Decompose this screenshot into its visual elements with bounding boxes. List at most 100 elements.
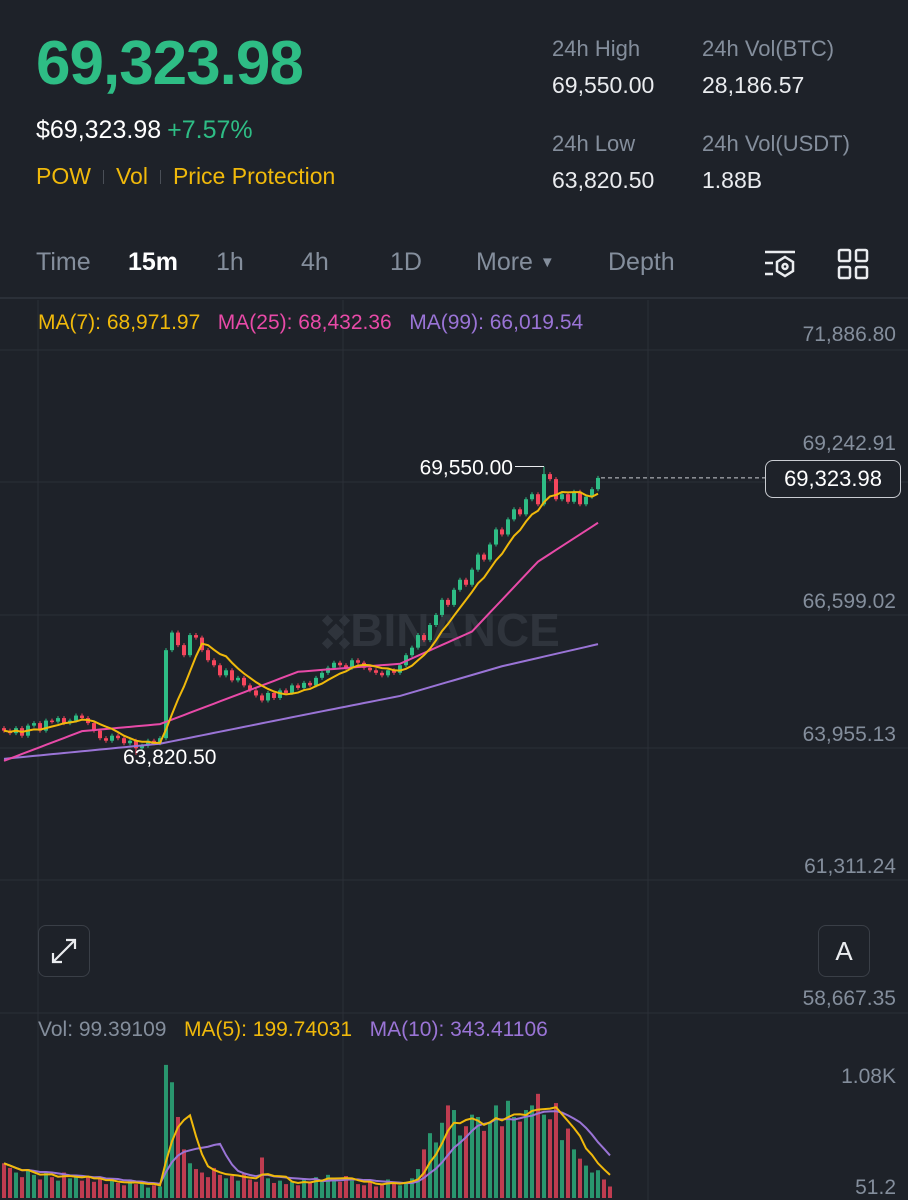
volume-bar (68, 1178, 72, 1198)
candle-body (248, 685, 252, 691)
volume-bar (242, 1173, 246, 1198)
candle-body (194, 635, 198, 638)
volume-bar (92, 1181, 96, 1198)
volume-bar (8, 1167, 12, 1198)
candle-body (122, 738, 126, 744)
candle-body (92, 723, 96, 731)
volume-bar (212, 1167, 216, 1198)
ma25-legend: MA(25): 68,432.36 (217, 311, 392, 334)
candle-body (218, 665, 222, 676)
candle-body (284, 690, 288, 693)
fullscreen-button[interactable] (38, 925, 90, 977)
volume-bar (224, 1178, 228, 1198)
volume-bar (428, 1133, 432, 1198)
volume-bar (74, 1174, 78, 1198)
volume-bar (518, 1121, 522, 1198)
volume-bar (488, 1122, 492, 1198)
candle-body (254, 690, 258, 696)
candle-body (128, 740, 132, 744)
tag-price-protection[interactable]: Price Protection (172, 163, 336, 189)
ma-legend: MA(7): 68,971.97 MA(25): 68,432.36 MA(99… (38, 311, 583, 335)
volume-bar (530, 1105, 534, 1198)
chart-settings-icon[interactable] (763, 248, 797, 287)
volume-bar (206, 1177, 210, 1198)
candle-body (104, 738, 108, 741)
tab-1h[interactable]: 1h (216, 248, 244, 276)
ma99-line (3, 643, 599, 760)
tag-vol[interactable]: Vol (115, 163, 148, 189)
tab-more[interactable]: More ▼ (476, 248, 555, 277)
volume-bar (578, 1158, 582, 1198)
candle-body (236, 677, 240, 681)
tab-15m[interactable]: 15m (128, 248, 179, 276)
volume-bar (260, 1157, 264, 1198)
volume-bar (236, 1180, 240, 1198)
candle-body (512, 509, 516, 520)
expand-icon (51, 938, 77, 964)
candle-body (110, 735, 114, 741)
volume-bar (596, 1170, 600, 1198)
stat-24h-low-label: 24h Low (552, 131, 636, 156)
volume-bar (98, 1178, 102, 1198)
candle-body (146, 740, 150, 746)
candle-body (140, 745, 144, 749)
volume-bar (410, 1178, 414, 1198)
volume-bar (344, 1176, 348, 1198)
tab-1d[interactable]: 1D (390, 248, 422, 276)
candle-body (44, 720, 48, 731)
volume-bar (176, 1116, 180, 1198)
volume-bar (146, 1187, 150, 1198)
volume-bar (140, 1182, 144, 1198)
volume-bar (296, 1185, 300, 1198)
candle-body (386, 670, 390, 676)
binance-watermark: BINANCE (350, 604, 560, 656)
candle-body (464, 579, 468, 585)
y-tick: 61,311.24 (804, 855, 896, 878)
tab-time[interactable]: Time (36, 248, 91, 276)
volume-bar (440, 1122, 444, 1198)
candle-body (518, 509, 522, 515)
candle-body (350, 660, 354, 668)
volume-bar (14, 1172, 18, 1198)
volume-bar (566, 1128, 570, 1198)
candle-body (416, 635, 420, 648)
tab-4h[interactable]: 4h (301, 248, 329, 276)
candle-body (206, 650, 210, 661)
volume-bar (350, 1180, 354, 1198)
candle-body (212, 660, 216, 666)
candle-body (356, 660, 360, 663)
candle-body (422, 635, 426, 641)
tag-pow[interactable]: POW (36, 163, 91, 189)
y-tick: 58,667.35 (802, 987, 896, 1010)
candle-body (458, 579, 462, 590)
volume-bar (500, 1126, 504, 1198)
caret-down-icon: ▼ (539, 254, 555, 271)
volume-bar (470, 1114, 474, 1198)
candle-body (320, 672, 324, 678)
vol-ma5-legend: MA(5): 199.74031 (183, 1018, 353, 1041)
tab-depth[interactable]: Depth (608, 248, 675, 276)
candle-body (470, 569, 474, 585)
volume-bar (200, 1172, 204, 1198)
stat-24h-vol-usdt-value: 1.88B (702, 167, 763, 193)
volume-bar (416, 1169, 420, 1198)
candle-body (434, 614, 438, 626)
candle-body (452, 589, 456, 605)
candle-body (506, 519, 510, 535)
y-tick: 69,242.91 (802, 432, 896, 455)
candle-body (554, 479, 558, 500)
volume-bar (302, 1178, 306, 1198)
interval-tabs: Time 15m 1h 4h 1D More ▼ Depth (0, 240, 908, 288)
volume-bar (326, 1174, 330, 1198)
candle-body (338, 662, 342, 666)
divider (0, 297, 908, 299)
volume-bar (368, 1181, 372, 1198)
grid-layout-icon[interactable] (837, 248, 869, 287)
ma7-legend: MA(7): 68,971.97 (38, 311, 201, 334)
tab-more-label: More (476, 248, 533, 276)
auto-scale-button[interactable]: A (818, 925, 870, 977)
candle-body (224, 670, 228, 676)
volume-bar (554, 1103, 558, 1198)
volume-bar (398, 1185, 402, 1198)
